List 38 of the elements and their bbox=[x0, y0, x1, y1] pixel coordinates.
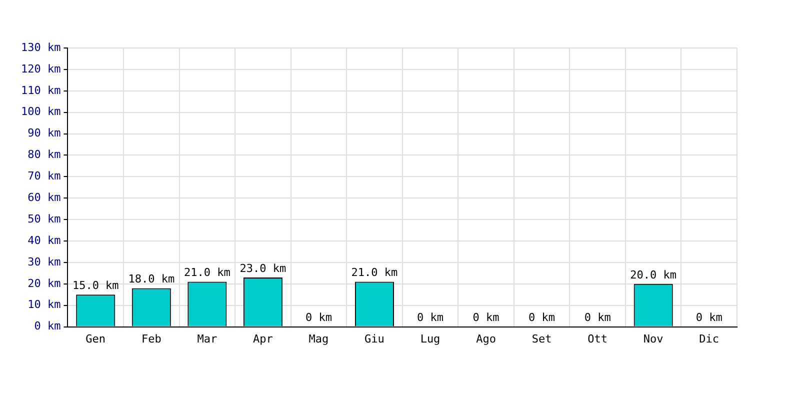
y-tick-label: 50 km bbox=[28, 212, 62, 226]
data-label: 21.0 km bbox=[351, 266, 398, 280]
data-label: 0 km bbox=[472, 311, 500, 324]
x-tick-label: Giu bbox=[364, 332, 384, 346]
y-tick-label: 120 km bbox=[20, 62, 62, 76]
x-tick-label: Ott bbox=[588, 332, 608, 346]
data-label: 23.0 km bbox=[240, 262, 286, 275]
y-tick-label: 10 km bbox=[28, 298, 62, 312]
x-tick-label: Mag bbox=[308, 332, 329, 346]
y-tick-label: 130 km bbox=[20, 40, 62, 54]
x-tick-label: Lug bbox=[420, 332, 440, 346]
data-label: 0 km bbox=[305, 311, 332, 324]
x-tick-label: Apr bbox=[253, 332, 274, 346]
x-tick-label: Set bbox=[532, 332, 552, 346]
x-tick-label: Mar bbox=[197, 332, 218, 346]
y-tick-label: 70 km bbox=[28, 170, 62, 183]
x-tick-label: Gen bbox=[86, 332, 106, 346]
data-label: 0 km bbox=[584, 311, 612, 324]
y-tick-label: 110 km bbox=[20, 84, 62, 97]
y-tick-label: 100 km bbox=[20, 105, 62, 118]
y-tick-label: 0 km bbox=[34, 320, 62, 333]
data-label: 21.0 km bbox=[184, 266, 231, 280]
x-tick-label: Nov bbox=[643, 332, 664, 346]
data-label: 0 km bbox=[528, 311, 556, 324]
y-tick-label: 80 km bbox=[28, 148, 62, 162]
data-label: 0 km bbox=[696, 311, 723, 324]
y-tick-label: 60 km bbox=[28, 190, 62, 204]
data-label: 18.0 km bbox=[128, 272, 175, 286]
x-tick-label: Ago bbox=[476, 332, 496, 346]
x-tick-label: Feb bbox=[141, 332, 162, 346]
y-tick-label: 40 km bbox=[28, 234, 62, 247]
data-label: 0 km bbox=[417, 311, 444, 324]
data-label: 15.0 km bbox=[72, 278, 120, 292]
y-tick-label: 90 km bbox=[28, 126, 62, 140]
y-tick-label: 30 km bbox=[28, 255, 62, 268]
x-tick-label: Dic bbox=[699, 332, 720, 346]
data-label: 20.0 km bbox=[630, 268, 677, 282]
y-tick-label: 20 km bbox=[28, 276, 62, 290]
